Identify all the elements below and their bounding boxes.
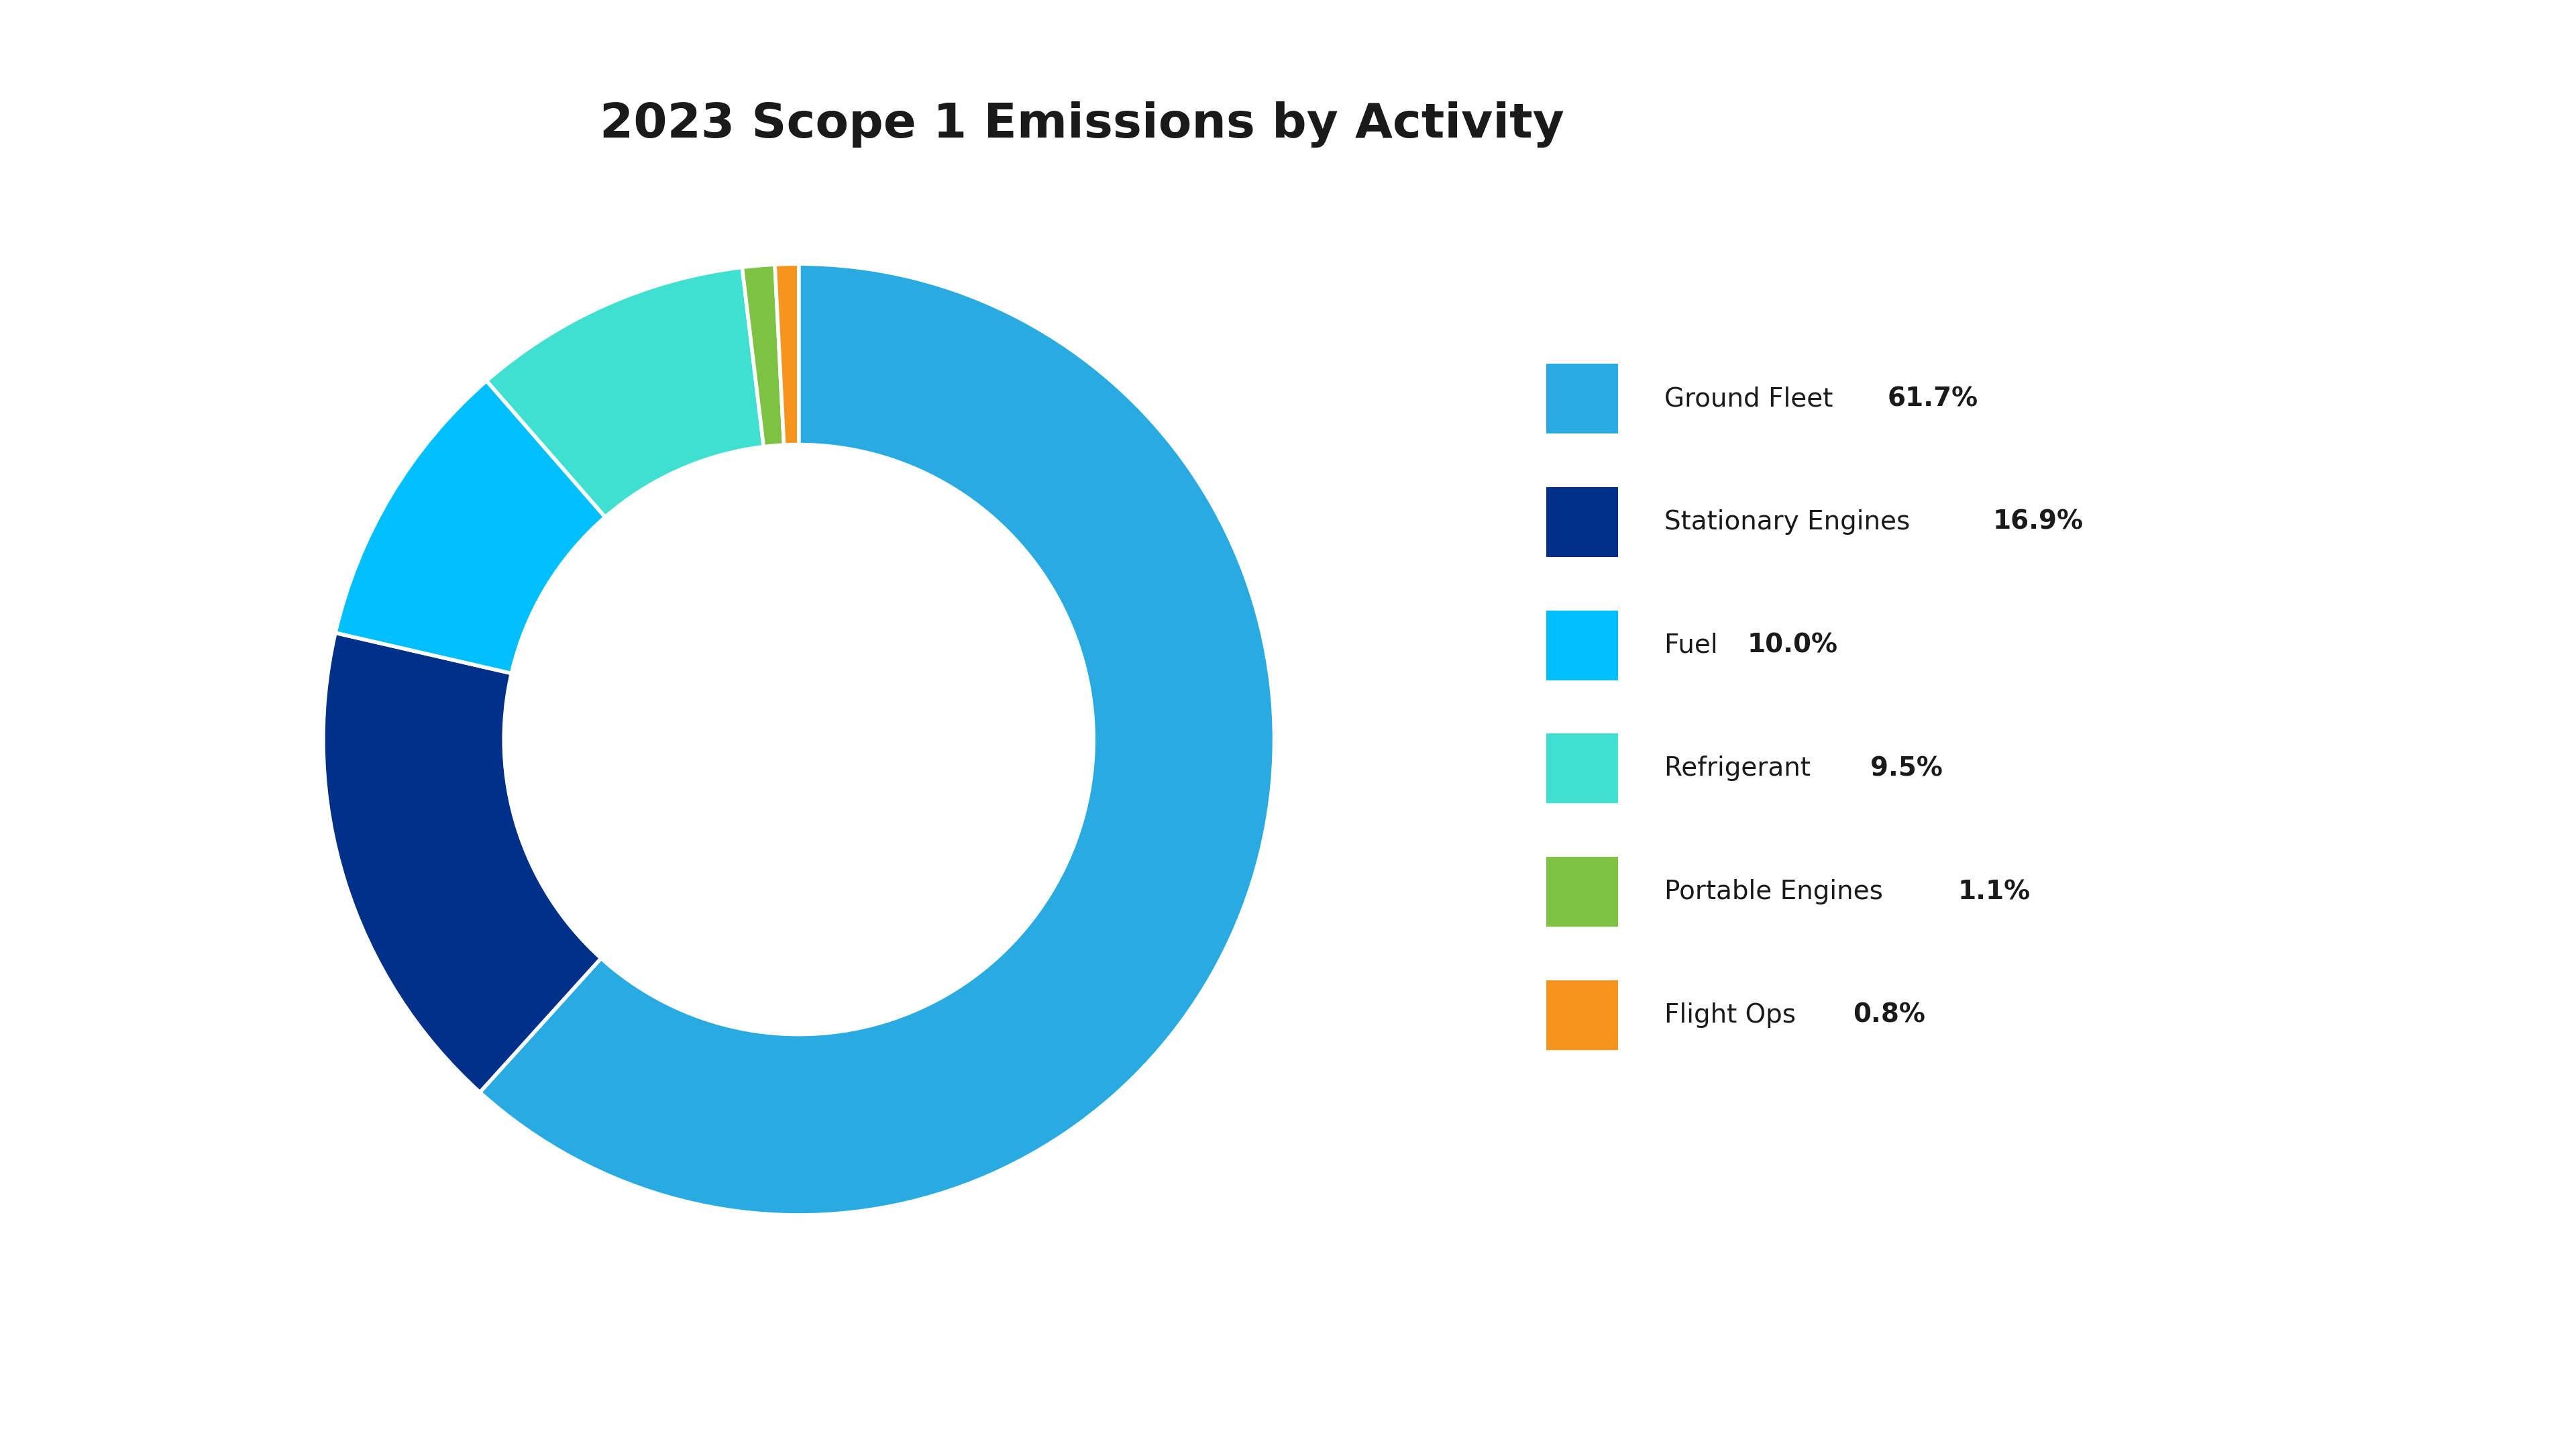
Text: Portable Engines: Portable Engines — [1664, 879, 1891, 905]
Text: Fuel: Fuel — [1664, 632, 1726, 658]
Text: 1.1%: 1.1% — [1958, 879, 2030, 905]
Text: Refrigerant: Refrigerant — [1664, 755, 1819, 782]
Text: Stationary Engines: Stationary Engines — [1664, 509, 1919, 535]
Text: 61.7%: 61.7% — [1888, 386, 1978, 412]
Text: 0.8%: 0.8% — [1852, 1002, 1924, 1028]
Text: 2023 Scope 1 Emissions by Activity: 2023 Scope 1 Emissions by Activity — [600, 102, 1564, 148]
Text: 16.9%: 16.9% — [1991, 509, 2084, 535]
Text: 10.0%: 10.0% — [1747, 632, 1837, 658]
Wedge shape — [335, 381, 605, 673]
Wedge shape — [322, 632, 600, 1092]
Text: Flight Ops: Flight Ops — [1664, 1002, 1803, 1028]
Wedge shape — [742, 264, 783, 447]
Wedge shape — [479, 264, 1275, 1215]
Text: Ground Fleet: Ground Fleet — [1664, 386, 1842, 412]
Text: 9.5%: 9.5% — [1870, 755, 1942, 782]
Wedge shape — [487, 267, 762, 518]
Wedge shape — [775, 264, 799, 445]
